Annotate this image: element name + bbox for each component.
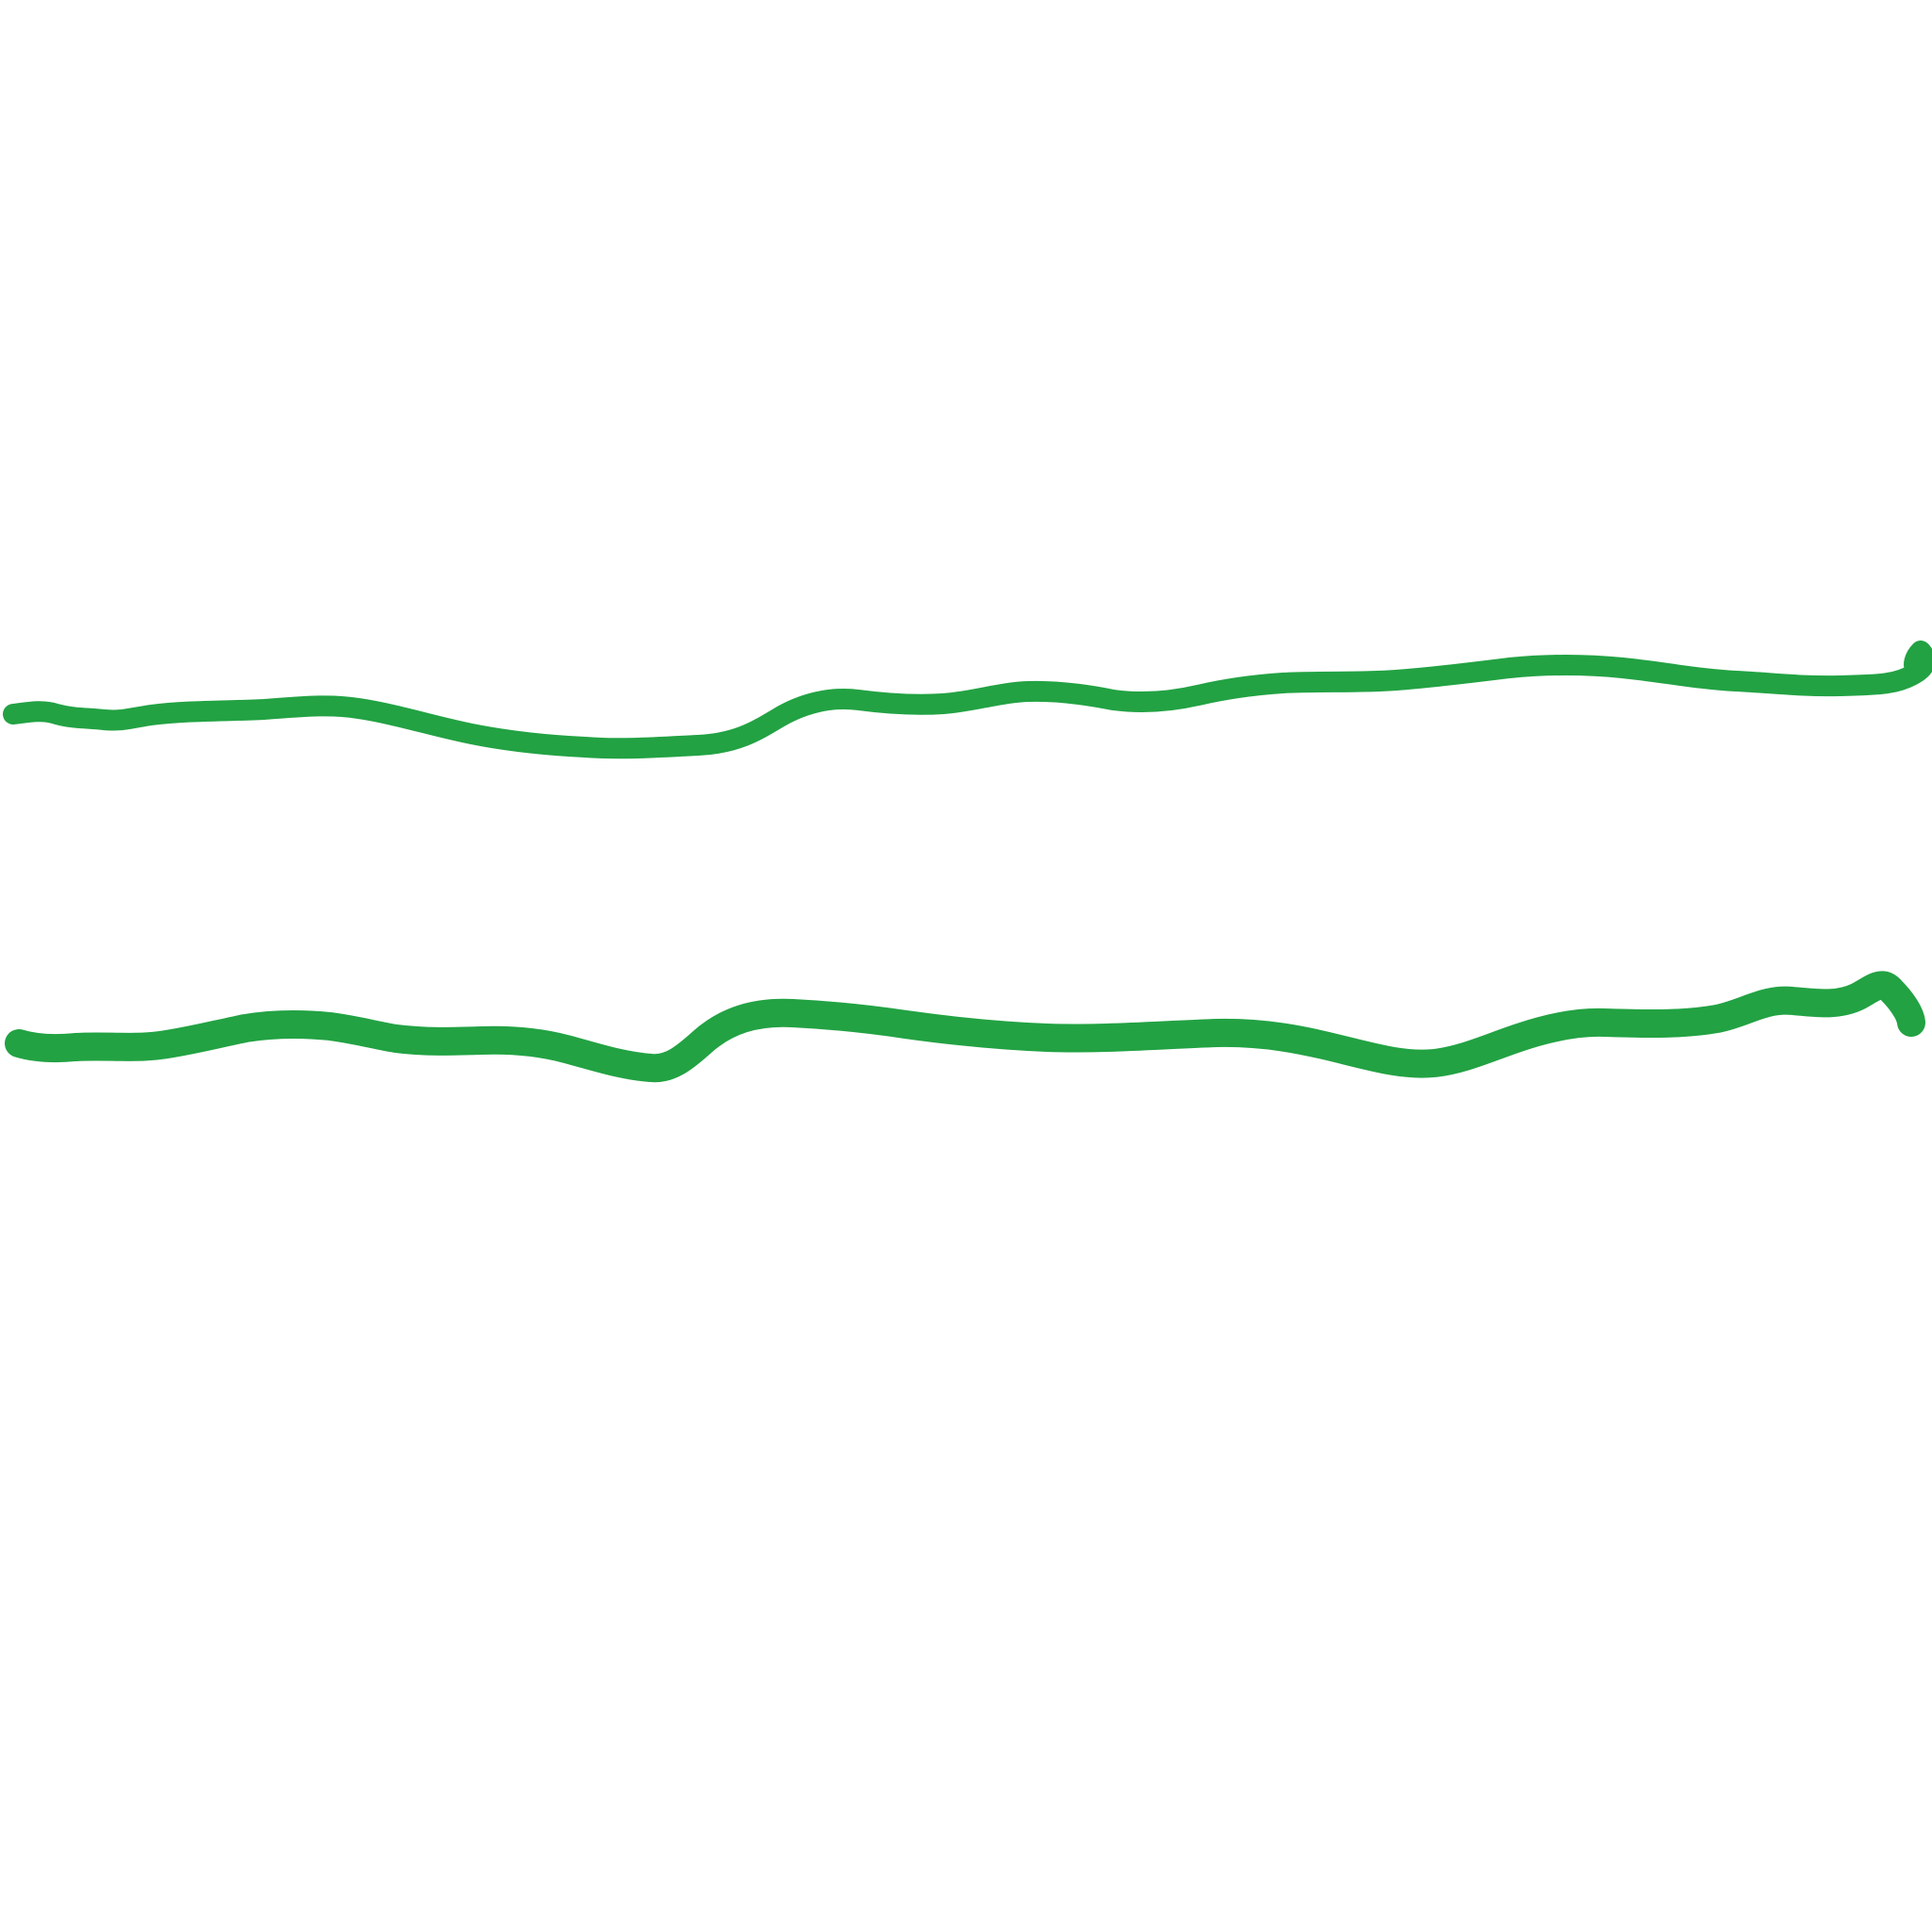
stroke-2-body	[5, 971, 1925, 1083]
stroke-2[interactable]	[5, 971, 1925, 1083]
stroke-1-body	[3, 641, 1932, 759]
stroke-1[interactable]	[3, 641, 1932, 759]
